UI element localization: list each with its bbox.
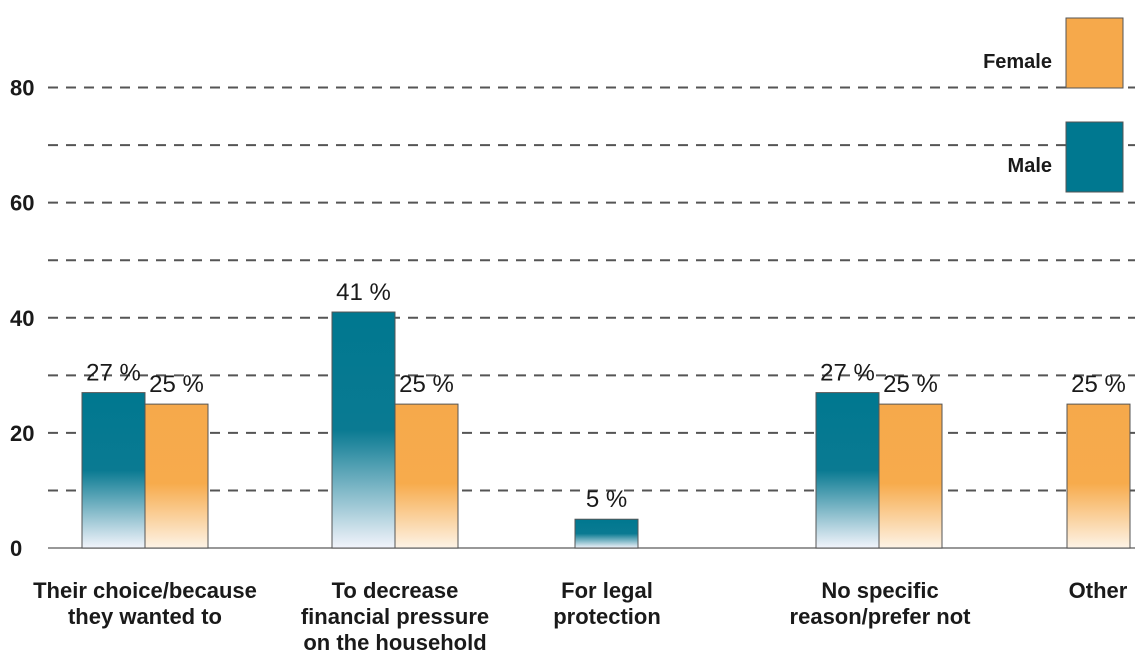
data-label: 41 % bbox=[336, 279, 391, 306]
category-label: financial pressure bbox=[301, 604, 489, 629]
bar-male bbox=[815, 392, 880, 549]
legend-label-male: Male bbox=[1008, 155, 1052, 177]
category-label: protection bbox=[553, 604, 661, 629]
bar-male bbox=[574, 518, 639, 549]
data-label: 25 % bbox=[149, 371, 204, 398]
bar-male bbox=[331, 311, 396, 549]
bar-female bbox=[878, 403, 943, 549]
legend-label-female: Female bbox=[983, 51, 1052, 73]
data-labels: 27 % 25 % 41 % 25 % 5 % 27 % 25 % 25 % bbox=[86, 279, 1126, 513]
category-label: they wanted to bbox=[68, 604, 222, 629]
bar-female bbox=[1066, 403, 1131, 549]
data-label: 25 % bbox=[399, 371, 454, 398]
category-label: No specific bbox=[821, 578, 938, 603]
category-label: Their choice/because bbox=[33, 578, 257, 603]
legend: Female Male bbox=[983, 17, 1124, 193]
legend-swatch-male bbox=[1065, 121, 1124, 193]
category-label: Other bbox=[1069, 578, 1128, 603]
bars bbox=[81, 311, 1131, 549]
category-label: on the household bbox=[303, 630, 486, 655]
bar-female bbox=[394, 403, 459, 549]
y-tick-label: 60 bbox=[10, 191, 34, 216]
y-tick-label: 80 bbox=[10, 76, 34, 101]
y-tick-label: 0 bbox=[10, 536, 22, 561]
category-label: reason/prefer not bbox=[790, 604, 972, 629]
data-label: 25 % bbox=[1071, 371, 1126, 398]
data-label: 27 % bbox=[820, 360, 875, 387]
legend-swatch-female bbox=[1065, 17, 1124, 89]
y-tick-label: 20 bbox=[10, 421, 34, 446]
bar-female bbox=[144, 403, 209, 549]
y-tick-label: 40 bbox=[10, 306, 34, 331]
bar-male bbox=[81, 392, 146, 549]
data-label: 5 % bbox=[586, 486, 627, 513]
category-label: To decrease bbox=[332, 578, 459, 603]
data-label: 27 % bbox=[86, 360, 141, 387]
data-label: 25 % bbox=[883, 371, 938, 398]
category-label: For legal bbox=[561, 578, 653, 603]
gridlines bbox=[48, 86, 1135, 492]
